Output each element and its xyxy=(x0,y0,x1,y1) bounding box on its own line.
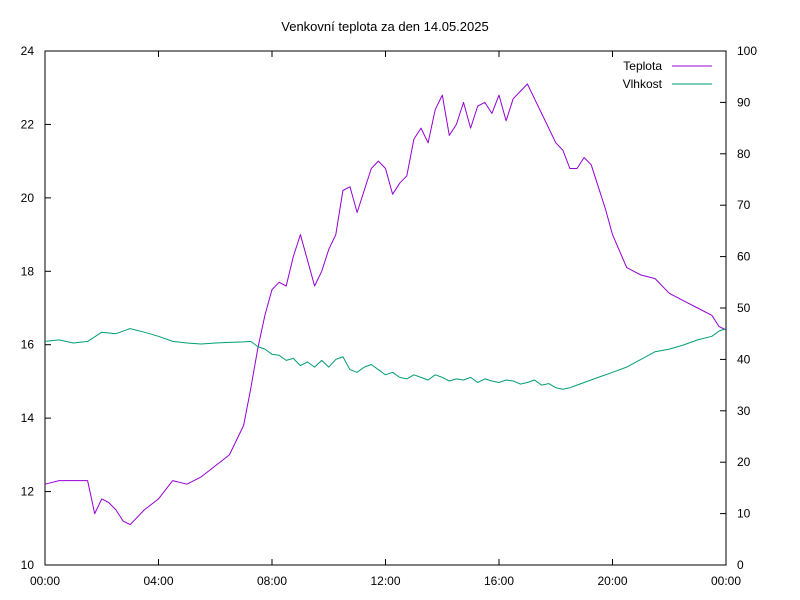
y-left-tick-label: 20 xyxy=(21,191,35,205)
x-axis: 00:00 04:00 08:00 12:00 16:00 20:00 00:00 xyxy=(30,51,741,588)
x-tick-label: 08:00 xyxy=(257,574,287,588)
y-right-tick-label: 50 xyxy=(737,301,751,315)
y-left-tick-label: 14 xyxy=(21,411,35,425)
x-tick-label: 12:00 xyxy=(370,574,400,588)
x-tick-label: 00:00 xyxy=(711,574,741,588)
y-left-tick-label: 12 xyxy=(21,485,35,499)
chart-title: Venkovní teplota za den 14.05.2025 xyxy=(281,19,488,34)
y-axis-left: 10 12 14 16 18 20 22 24 xyxy=(21,44,51,572)
y-right-tick-label: 30 xyxy=(737,404,751,418)
y-right-tick-label: 60 xyxy=(737,250,751,264)
y-right-tick-label: 70 xyxy=(737,198,751,212)
y-right-tick-label: 100 xyxy=(737,44,757,58)
y-left-tick-label: 16 xyxy=(21,338,35,352)
series-lines xyxy=(44,83,727,526)
x-tick-label: 04:00 xyxy=(143,574,173,588)
y-right-tick-label: 40 xyxy=(737,352,751,366)
x-tick-label: 00:00 xyxy=(30,574,60,588)
legend-label-teplota: Teplota xyxy=(623,59,662,73)
y-right-tick-label: 80 xyxy=(737,147,751,161)
legend: Teplota Vlhkost xyxy=(623,59,712,91)
y-left-tick-label: 22 xyxy=(21,117,35,131)
series-line-teplota xyxy=(44,83,727,526)
x-tick-label: 20:00 xyxy=(597,574,627,588)
x-tick-label: 16:00 xyxy=(484,574,514,588)
legend-label-vlhkost: Vlhkost xyxy=(623,77,663,91)
plot-frame xyxy=(44,50,727,566)
series-line-vlhkost xyxy=(44,328,727,390)
y-axis-right: 0 10 20 30 40 50 60 70 80 90 100 xyxy=(720,44,757,572)
y-right-tick-label: 0 xyxy=(737,558,744,572)
y-right-tick-label: 10 xyxy=(737,507,751,521)
y-left-tick-label: 18 xyxy=(21,264,35,278)
y-left-tick-label: 10 xyxy=(21,558,35,572)
y-right-tick-label: 90 xyxy=(737,95,751,109)
y-right-tick-label: 20 xyxy=(737,455,751,469)
y-left-tick-label: 24 xyxy=(21,44,35,58)
